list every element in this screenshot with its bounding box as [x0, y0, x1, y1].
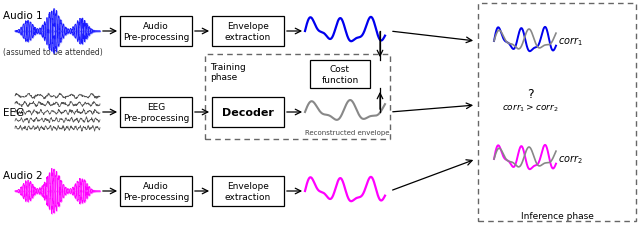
Bar [212, 176, 284, 206]
Bar [120, 176, 192, 206]
Text: Cost
function: Cost function [321, 65, 358, 84]
Text: EEG: EEG [3, 108, 24, 117]
Text: ?: ? [527, 88, 533, 101]
Text: Audio
Pre-processing: Audio Pre-processing [123, 22, 189, 42]
Text: $\it{corr}_2$: $\it{corr}_2$ [558, 153, 583, 166]
Bar [120, 98, 192, 127]
Text: $\it{corr}_1$: $\it{corr}_1$ [558, 36, 583, 48]
Text: Reconstructed envelope: Reconstructed envelope [305, 129, 390, 135]
Text: Audio
Pre-processing: Audio Pre-processing [123, 182, 189, 201]
Text: Envelope
extraction: Envelope extraction [225, 182, 271, 201]
Bar [478, 4, 636, 221]
Bar [310, 61, 370, 89]
Text: (assumed to be attended): (assumed to be attended) [3, 47, 103, 56]
Text: Envelope
extraction: Envelope extraction [225, 22, 271, 42]
Text: EEG
Pre-processing: EEG Pre-processing [123, 103, 189, 122]
Bar [212, 17, 284, 47]
Text: Inference phase: Inference phase [520, 212, 593, 220]
Text: Decoder: Decoder [222, 108, 274, 117]
Text: Audio 2: Audio 2 [3, 170, 43, 180]
Text: Training
phase: Training phase [210, 63, 246, 82]
Text: Audio 1: Audio 1 [3, 11, 43, 21]
Bar [212, 98, 284, 127]
Bar [205, 55, 390, 139]
Bar [120, 17, 192, 47]
Text: $\it{corr}_1 > \it{corr}_2$: $\it{corr}_1 > \it{corr}_2$ [502, 102, 558, 113]
